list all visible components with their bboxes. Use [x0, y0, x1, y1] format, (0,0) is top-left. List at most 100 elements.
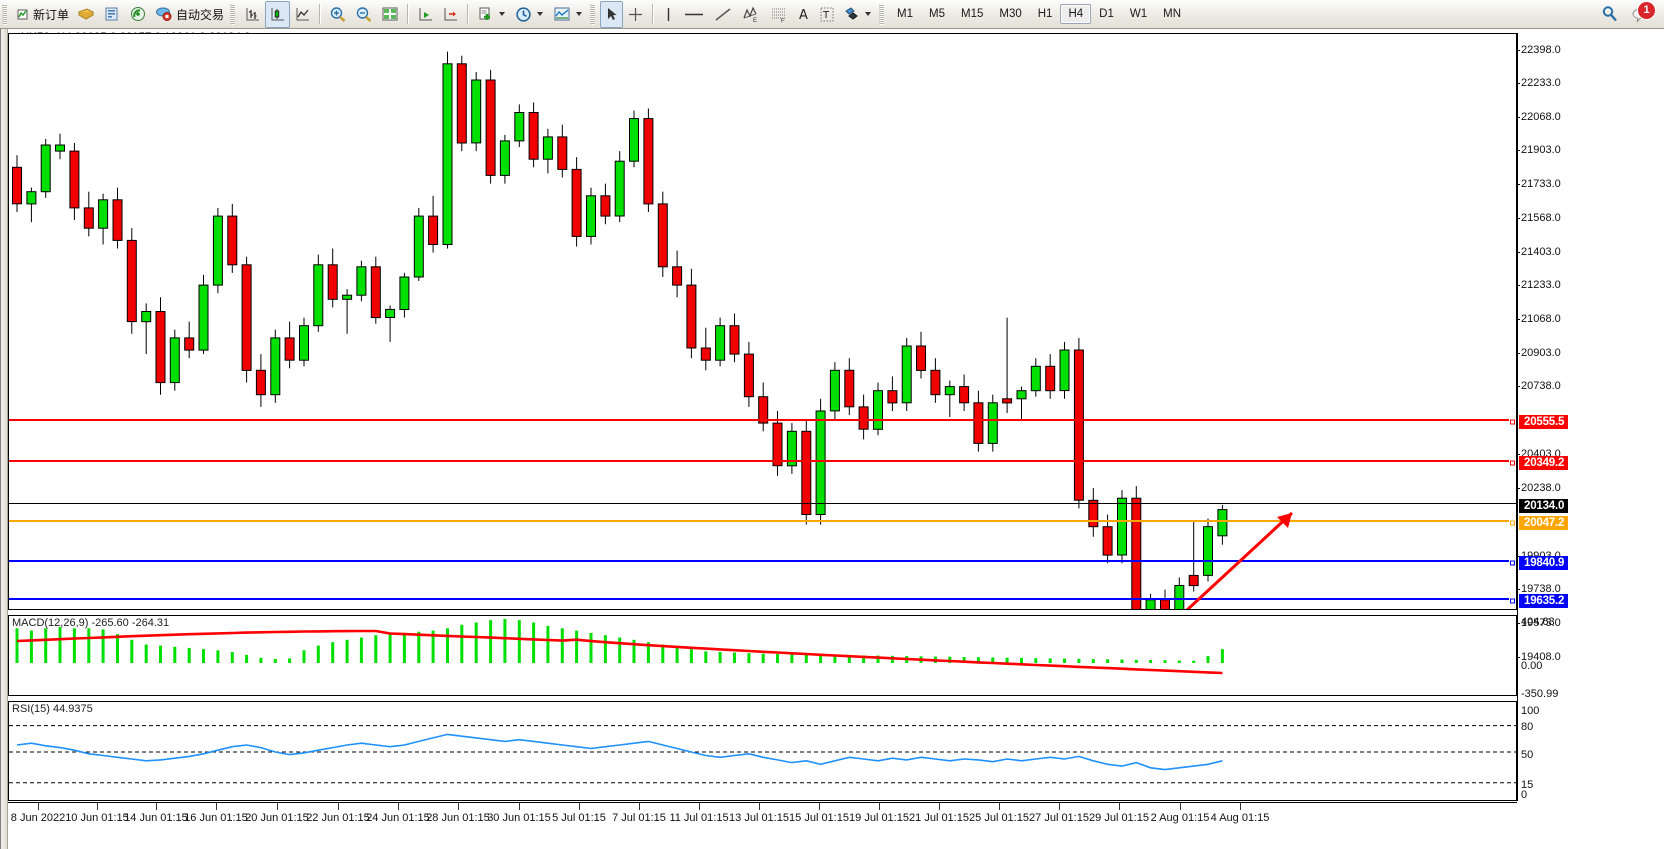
line-chart-button[interactable] — [290, 1, 315, 28]
macd-label: MACD(12,26,9) -265.60 -264.31 — [12, 617, 170, 629]
resistance-line-2[interactable] — [9, 460, 1516, 462]
notification-button[interactable]: 1 — [1626, 0, 1656, 28]
time-axis-tick — [277, 803, 278, 810]
signals-button[interactable] — [125, 1, 151, 28]
price-axis-tick: 19573.0 — [1517, 617, 1561, 629]
price-axis-tick: 20738.0 — [1517, 380, 1561, 392]
support-level-1-label[interactable]: 19840.9 — [1519, 556, 1569, 570]
chart-grid-button[interactable] — [377, 1, 403, 28]
resistance-line-1[interactable] — [9, 419, 1516, 421]
text-label-button[interactable]: T — [815, 1, 839, 28]
chart-area[interactable]: HK50-,H4 20005.0 20157.0 19961.0 20134.0… — [0, 29, 1664, 849]
bar-chart-button[interactable] — [240, 1, 265, 28]
crosshair-button[interactable] — [623, 1, 648, 28]
chevron-down-icon[interactable] — [499, 12, 506, 16]
text-icon: A — [797, 6, 811, 22]
time-axis[interactable]: 8 Jun 2022 10 Jun 01:15 14 Jun 01:15 16 Jun… — [8, 802, 1517, 848]
support-level-1-handle[interactable] — [1509, 559, 1516, 567]
timeframe-m5[interactable]: M5 — [929, 8, 945, 20]
auto-scroll-icon — [442, 6, 459, 23]
objects-button[interactable] — [839, 1, 877, 28]
text-button[interactable]: A — [793, 1, 815, 28]
timeframe-h1[interactable]: H1 — [1037, 8, 1053, 20]
timeframe-d1[interactable]: D1 — [1099, 8, 1114, 20]
horizontal-line-button[interactable] — [679, 1, 709, 28]
candlestick-chart-button[interactable] — [265, 0, 291, 28]
period-clock-button[interactable] — [511, 1, 549, 28]
timeframe-group: M1 M5 M15 M30 H1 H4 D1 W1 MN — [889, 4, 1189, 24]
time-axis-label: 29 Jul 01:15 — [1089, 812, 1149, 824]
support-level-2-label[interactable]: 19635.2 — [1519, 594, 1569, 608]
entry-level-label[interactable]: 20047.2 — [1519, 516, 1569, 530]
macd-axis-tick: -350.99 — [1521, 688, 1559, 700]
resistance-level-1-handle[interactable] — [1509, 418, 1516, 426]
price-axis-separator — [1517, 33, 1518, 801]
zoom-in-button[interactable] — [325, 1, 351, 28]
support-line-1[interactable] — [9, 560, 1516, 562]
zoom-out-button[interactable] — [351, 1, 377, 28]
chart-shift-button[interactable] — [413, 1, 438, 28]
fibonacci-button[interactable]: F — [765, 1, 793, 28]
support-line-2[interactable] — [9, 598, 1516, 600]
time-axis-label: 19 Jul 01:15 — [849, 812, 909, 824]
profile-button[interactable] — [73, 1, 99, 28]
entry-level-handle[interactable] — [1509, 519, 1516, 527]
search-icon — [1600, 4, 1620, 24]
time-axis-label: 13 Jul 01:15 — [729, 812, 789, 824]
macd-axis-tick: 404.63 — [1521, 616, 1555, 628]
current-price-level-label[interactable]: 20134.0 — [1519, 499, 1569, 513]
toolbar-grip-4[interactable] — [879, 3, 885, 25]
time-axis-tick — [579, 803, 580, 810]
timeframe-m30[interactable]: M30 — [999, 8, 1022, 20]
support-level-2-handle[interactable] — [1509, 597, 1516, 605]
entry-line[interactable] — [9, 520, 1516, 522]
time-axis-label: 16 Jun 01:15 — [184, 812, 248, 824]
terminal-button[interactable] — [99, 1, 125, 28]
rsi-panel[interactable]: RSI(15) 44.9375 — [8, 701, 1517, 801]
zoom-in-icon — [329, 6, 347, 23]
auto-scroll-button[interactable] — [438, 1, 463, 28]
chart-window-grip[interactable] — [1, 29, 8, 849]
chevron-down-icon[interactable] — [865, 12, 872, 16]
timeframe-mn[interactable]: MN — [1163, 8, 1181, 20]
price-axis[interactable]: 22398.0 22233.0 22068.0 21903.0 21733.0 21568… — [1509, 33, 1664, 801]
time-axis-label: 24 Jun 01:15 — [366, 812, 430, 824]
chart-shift-icon — [417, 6, 434, 23]
time-axis-tick — [939, 803, 940, 810]
templates-button[interactable] — [549, 1, 588, 28]
vertical-line-button[interactable] — [658, 1, 679, 28]
main-toolbar: 新订单 自动交易 — [0, 0, 1664, 29]
price-panel[interactable] — [8, 33, 1517, 610]
autotrade-icon — [155, 6, 173, 22]
cursor-button[interactable] — [600, 0, 624, 28]
current-price-line[interactable] — [9, 503, 1516, 504]
timeframe-m1[interactable]: M1 — [897, 8, 914, 20]
toolbar-grip-2[interactable] — [230, 3, 236, 25]
resistance-level-1-label[interactable]: 20555.5 — [1519, 415, 1569, 429]
resistance-level-2-handle[interactable] — [1509, 459, 1516, 467]
timeframe-w1[interactable]: W1 — [1129, 8, 1148, 20]
price-axis-tick: 22068.0 — [1517, 111, 1561, 123]
timeframe-h4[interactable]: H4 — [1060, 4, 1092, 24]
time-axis-tick — [1059, 803, 1060, 810]
new-order-button[interactable]: 新订单 — [12, 1, 73, 28]
elliott-wave-button[interactable]: E — [737, 1, 765, 28]
trendline-button[interactable] — [709, 1, 737, 28]
time-axis-tick — [999, 803, 1000, 810]
price-axis-tick: 21568.0 — [1517, 212, 1561, 224]
chevron-down-icon[interactable] — [537, 12, 544, 16]
time-axis-label: 8 Jun 2022 — [10, 812, 66, 824]
toolbar-grip-1[interactable] — [2, 3, 7, 25]
resistance-level-2-label[interactable]: 20349.2 — [1519, 456, 1569, 470]
indicator-add-button[interactable] — [473, 1, 511, 28]
search-button[interactable] — [1596, 1, 1624, 28]
rsi-label: RSI(15) 44.9375 — [12, 703, 93, 715]
cursor-icon — [604, 6, 619, 22]
horizontal-line-icon — [683, 6, 705, 23]
autotrade-button[interactable]: 自动交易 — [151, 1, 228, 28]
macd-panel[interactable]: MACD(12,26,9) -265.60 -264.31 — [8, 615, 1517, 696]
chevron-down-icon[interactable] — [576, 12, 583, 16]
toolbar-grip-3[interactable] — [590, 3, 596, 25]
macd-series — [15, 619, 1224, 675]
timeframe-m15[interactable]: M15 — [961, 8, 984, 20]
